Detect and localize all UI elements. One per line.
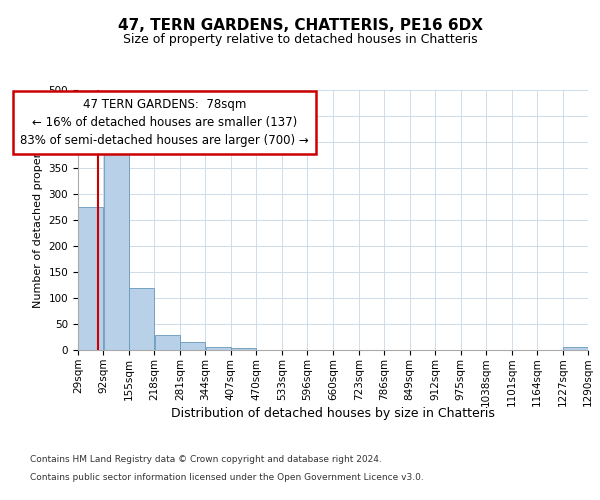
Bar xyxy=(104,137,129,350)
Bar xyxy=(78,207,103,350)
Text: Contains public sector information licensed under the Open Government Licence v3: Contains public sector information licen… xyxy=(30,472,424,482)
Text: Contains HM Land Registry data © Crown copyright and database right 2024.: Contains HM Land Registry data © Crown c… xyxy=(30,455,382,464)
Text: 47, TERN GARDENS, CHATTERIS, PE16 6DX: 47, TERN GARDENS, CHATTERIS, PE16 6DX xyxy=(118,18,482,32)
Bar xyxy=(180,342,205,350)
Text: 47 TERN GARDENS:  78sqm
← 16% of detached houses are smaller (137)
83% of semi-d: 47 TERN GARDENS: 78sqm ← 16% of detached… xyxy=(20,98,309,147)
Bar xyxy=(129,288,154,350)
Text: Size of property relative to detached houses in Chatteris: Size of property relative to detached ho… xyxy=(122,32,478,46)
Text: Distribution of detached houses by size in Chatteris: Distribution of detached houses by size … xyxy=(171,408,495,420)
Bar xyxy=(563,348,588,350)
Bar xyxy=(155,336,180,350)
Bar xyxy=(205,348,231,350)
Bar xyxy=(231,348,256,350)
Y-axis label: Number of detached properties: Number of detached properties xyxy=(33,132,43,308)
